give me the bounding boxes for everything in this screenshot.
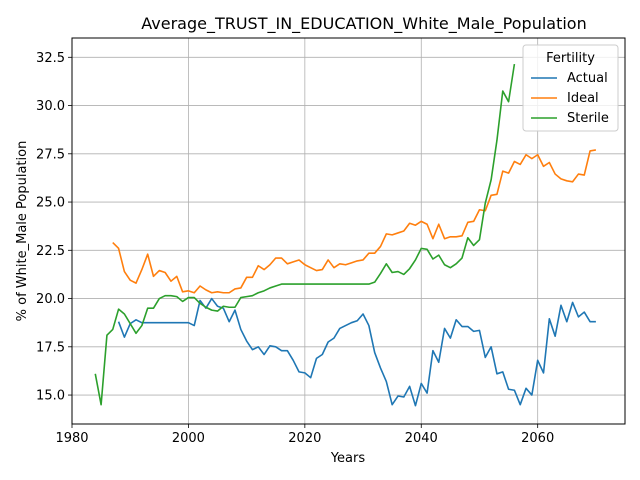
x-axis-label: Years [330,451,366,466]
x-tick-label: 1980 [55,431,88,446]
legend-label-sterile: Sterile [567,111,609,126]
x-tick-label: 2000 [172,431,205,446]
y-tick-label: 27.5 [36,147,65,162]
y-tick-label: 32.5 [36,51,65,66]
y-tick-label: 22.5 [36,244,65,259]
y-tick-label: 25.0 [36,196,65,211]
legend-label-ideal: Ideal [567,91,599,106]
y-tick-label: 20.0 [36,292,65,307]
y-tick-label: 17.5 [36,340,65,355]
y-tick-label: 15.0 [36,389,65,404]
x-tick-label: 2040 [405,431,438,446]
x-tick-label: 2020 [288,431,321,446]
legend-label-actual: Actual [567,71,608,86]
legend-title: Fertility [546,51,595,66]
y-axis-label: % of White_Male Population [15,141,30,322]
chart-title: Average_TRUST_IN_EDUCATION_White_Male_Po… [141,14,586,34]
y-tick-label: 30.0 [36,99,65,114]
legend: Fertility Actual Ideal Sterile [523,45,618,131]
x-tick-label: 2060 [521,431,554,446]
